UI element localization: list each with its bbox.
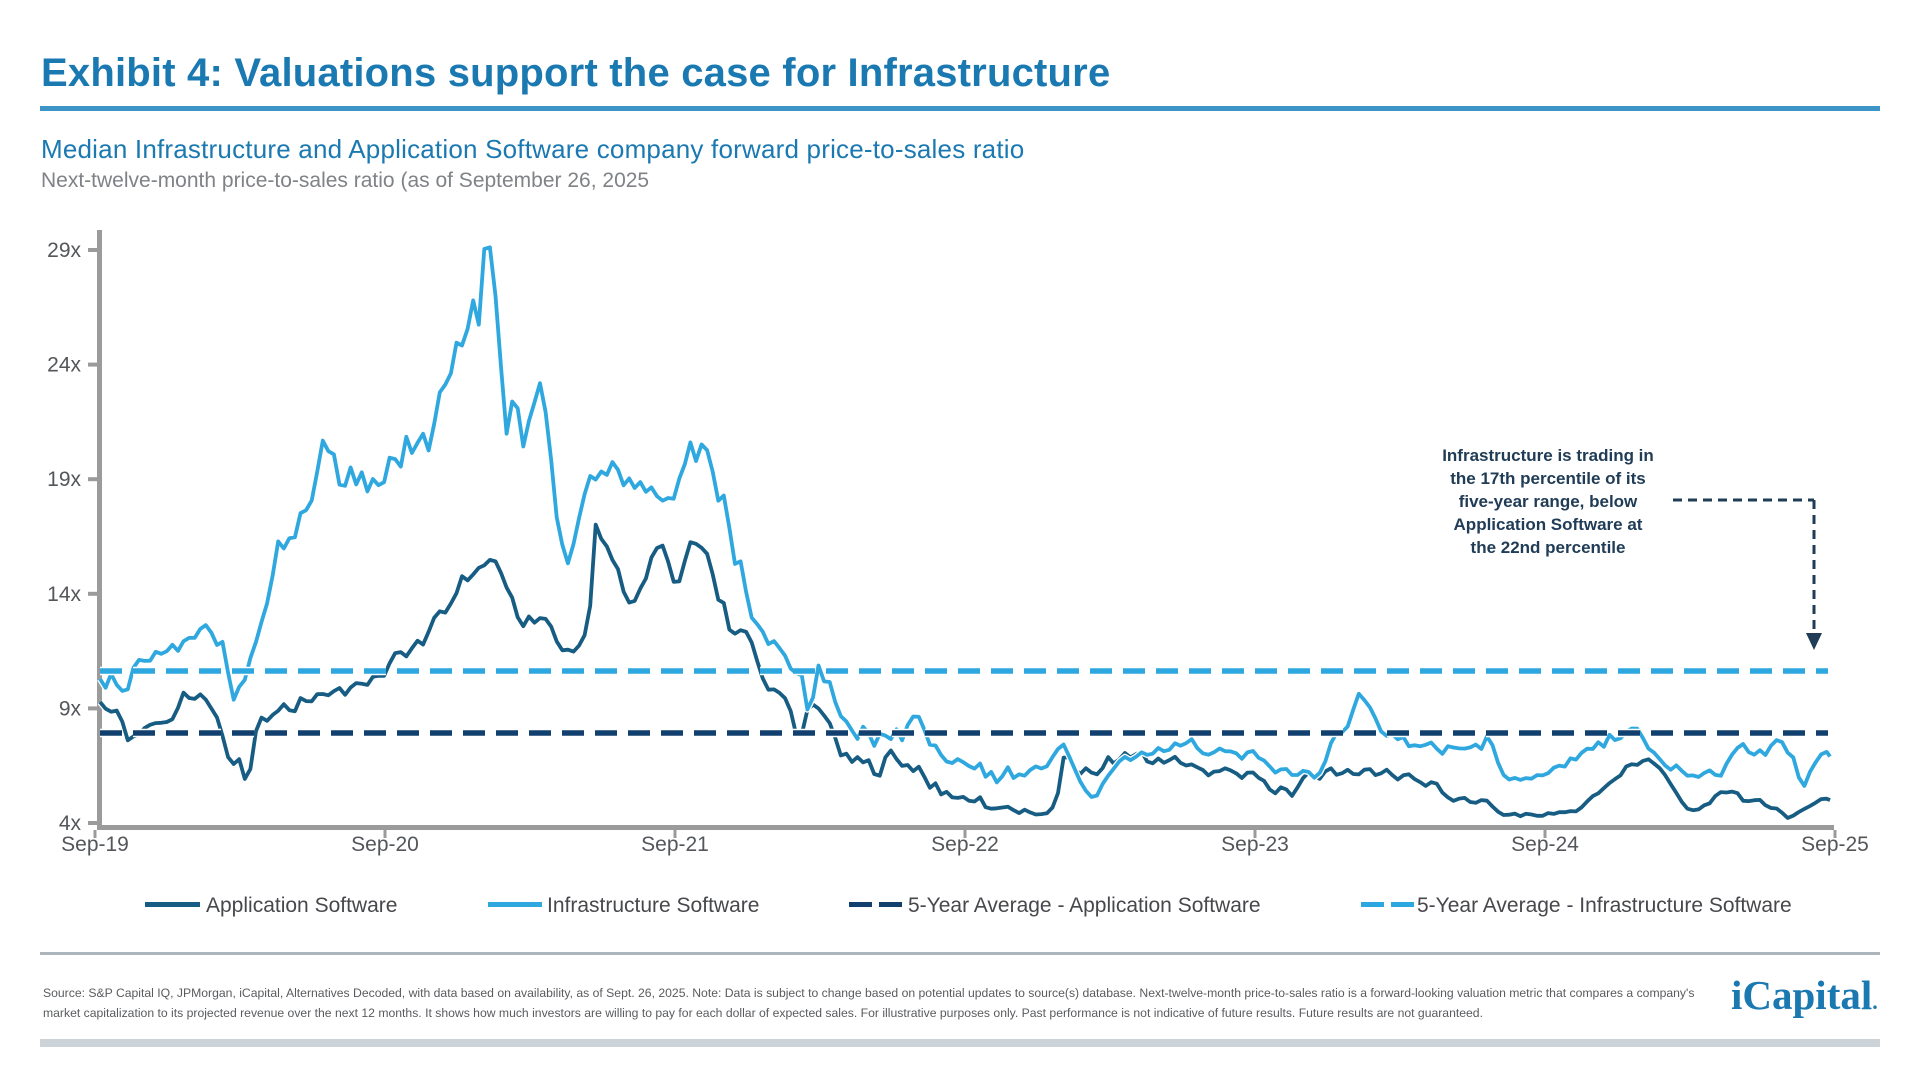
svg-text:Sep-25: Sep-25 [1801,833,1869,856]
svg-text:4x: 4x [59,812,82,835]
svg-text:14x: 14x [47,583,81,606]
svg-text:24x: 24x [47,354,81,377]
svg-text:9x: 9x [59,697,82,720]
svg-text:Sep-21: Sep-21 [641,833,709,856]
svg-text:Sep-19: Sep-19 [61,833,129,856]
svg-text:Sep-23: Sep-23 [1221,833,1289,856]
svg-text:29x: 29x [47,239,81,262]
svg-text:19x: 19x [47,468,81,491]
svg-text:Sep-24: Sep-24 [1511,833,1579,856]
svg-text:Sep-22: Sep-22 [931,833,999,856]
svg-text:Sep-20: Sep-20 [351,833,419,856]
